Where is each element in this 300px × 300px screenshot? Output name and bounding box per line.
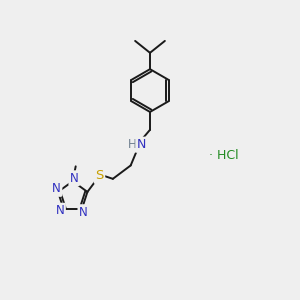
Text: N: N <box>52 182 61 195</box>
Text: N: N <box>79 206 88 219</box>
Text: H: H <box>128 138 136 151</box>
Text: N: N <box>70 172 79 185</box>
Text: S: S <box>95 169 104 182</box>
Text: N: N <box>137 138 146 151</box>
Text: N: N <box>56 204 64 217</box>
Text: · HCl: · HCl <box>209 149 239 162</box>
